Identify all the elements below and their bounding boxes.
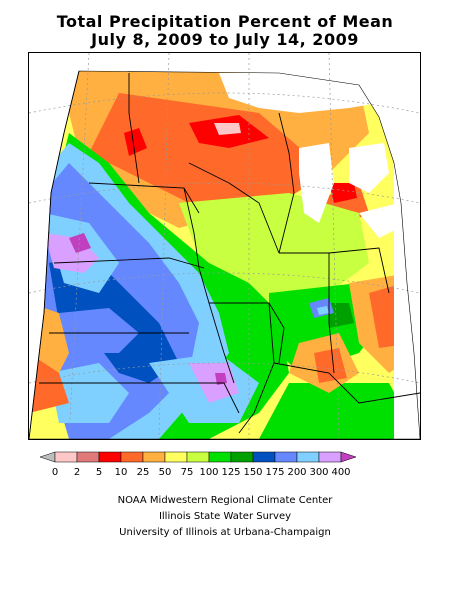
- precipitation-map: [28, 52, 421, 440]
- great-lakes: [29, 53, 420, 439]
- legend-label: 400: [331, 467, 350, 478]
- credit-isws: Illinois State Water Survey: [158, 511, 292, 522]
- legend-swatch: [208, 451, 232, 463]
- legend-label: 75: [181, 467, 194, 478]
- legend-swatch: [296, 451, 320, 463]
- legend-label: 0: [52, 467, 58, 478]
- legend-label: 175: [265, 467, 284, 478]
- legend-swatch: [54, 451, 78, 463]
- precipitation-map-svg: [29, 53, 420, 439]
- graticule: [29, 53, 420, 439]
- color-legend: 0 2 5 10 25 50 75 100 125 150 175 200 300 400: [39, 448, 410, 488]
- map-title: Total Precipitation Percent of Mean: [56, 12, 394, 31]
- legend-arrow-low: [39, 451, 56, 463]
- legend-label: 150: [243, 467, 262, 478]
- legend-swatch: [120, 451, 144, 463]
- legend-label: 25: [137, 467, 150, 478]
- precip-field: [29, 71, 420, 439]
- legend-label: 5: [96, 467, 102, 478]
- legend-arrow-high: [340, 451, 357, 463]
- legend-swatch: [98, 451, 122, 463]
- legend-swatch: [252, 451, 276, 463]
- legend-swatch: [76, 451, 100, 463]
- legend-label: 2: [74, 467, 80, 478]
- legend-label: 10: [115, 467, 128, 478]
- legend-swatch: [164, 451, 188, 463]
- legend-label: 125: [221, 467, 240, 478]
- map-date-range: July 8, 2009 to July 14, 2009: [91, 30, 359, 49]
- legend-swatch: [274, 451, 298, 463]
- credit-uiuc: University of Illinois at Urbana-Champai…: [119, 527, 331, 538]
- legend-swatch: [230, 451, 254, 463]
- legend-svg: 0 2 5 10 25 50 75 100 125 150 175 200 300 400: [39, 451, 357, 478]
- region-outline: [29, 70, 420, 439]
- legend-label: 300: [309, 467, 328, 478]
- legend-swatch: [318, 451, 342, 463]
- legend-swatch: [186, 451, 210, 463]
- credit-mrcc: NOAA Midwestern Regional Climate Center: [117, 495, 333, 506]
- legend-label: 50: [159, 467, 172, 478]
- legend-swatch: [142, 451, 166, 463]
- legend-label: 100: [199, 467, 218, 478]
- legend-label: 200: [287, 467, 306, 478]
